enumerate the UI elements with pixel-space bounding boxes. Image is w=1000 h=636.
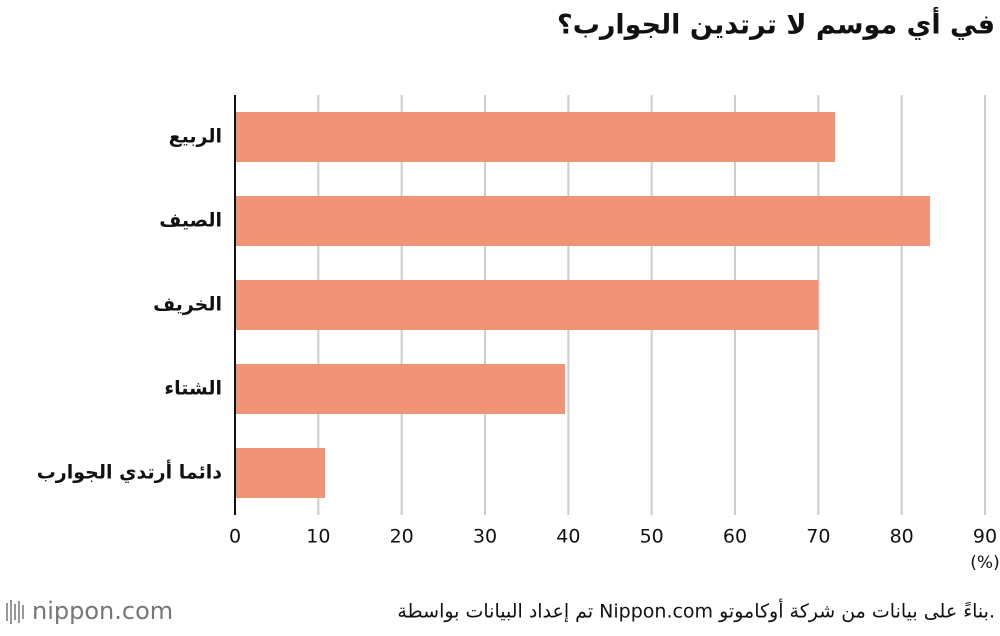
bar <box>235 112 835 162</box>
y-tick-label: دائما أرتدي الجوارب <box>37 460 223 485</box>
unit-label: (%) <box>970 553 999 573</box>
x-tick-label: 20 <box>390 526 414 548</box>
logo-icon <box>6 600 24 624</box>
x-tick-label: 70 <box>806 526 830 548</box>
bar <box>235 280 819 330</box>
x-tick-label: 60 <box>723 526 747 548</box>
x-tick-label: 0 <box>229 526 241 548</box>
x-tick-label: 40 <box>556 526 580 548</box>
chart-title: في أي موسم لا ترتدين الجوارب؟ <box>557 7 995 41</box>
y-tick-label: الربيع <box>169 126 222 148</box>
y-tick-label: الصيف <box>159 210 222 232</box>
logo: nippon.com <box>32 597 173 625</box>
y-tick-label: الشتاء <box>164 378 222 400</box>
x-tick-label: 90 <box>973 526 997 548</box>
source-note: تم إعداد البيانات بواسطة Nippon.com بناء… <box>397 599 995 624</box>
bar <box>235 364 565 414</box>
y-tick-label: الخريف <box>153 294 222 316</box>
bar <box>235 448 325 498</box>
x-tick-label: 80 <box>890 526 914 548</box>
x-tick-label: 30 <box>473 526 497 548</box>
bar <box>235 196 930 246</box>
x-tick-label: 10 <box>306 526 330 548</box>
x-tick-label: 50 <box>640 526 664 548</box>
